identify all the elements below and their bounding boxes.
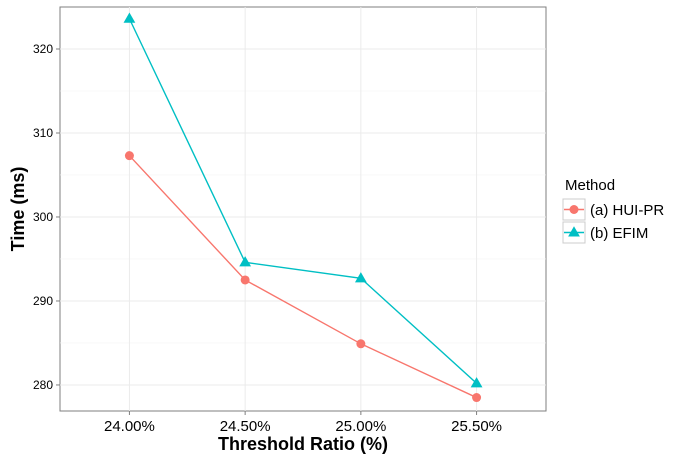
- y-tick-label: 320: [33, 42, 53, 56]
- y-tick-label: 310: [33, 126, 53, 140]
- x-tick-label: 24.00%: [104, 418, 155, 435]
- x-axis-ticks: 24.00% 24.50% 25.00% 25.50%: [104, 411, 502, 435]
- x-axis-title: Threshold Ratio (%): [218, 434, 388, 454]
- plot-panel: [59, 6, 547, 412]
- data-point: [354, 272, 367, 283]
- series-line: [128, 155, 477, 399]
- series-1: [124, 151, 482, 403]
- data-point: [356, 339, 366, 349]
- x-tick-label: 25.50%: [451, 418, 502, 435]
- x-tick-label: 24.50%: [220, 418, 271, 435]
- series-layer: [123, 12, 483, 403]
- data-point: [470, 377, 483, 388]
- data-point: [123, 12, 136, 23]
- y-axis-ticks: 280 290 300 310 320: [33, 42, 60, 392]
- legend-title: Method: [565, 177, 615, 194]
- x-tick-label: 25.00%: [335, 418, 386, 435]
- legend-item: (a) HUI-PR: [562, 198, 664, 221]
- legend-item: (b) EFIM: [562, 221, 648, 244]
- data-point: [124, 151, 134, 161]
- y-tick-label: 290: [33, 294, 53, 308]
- grid-lines: [60, 7, 546, 411]
- data-point: [239, 256, 252, 267]
- legend: Method (a) HUI-PR (b) EFIM: [562, 177, 664, 244]
- legend-label: (b) EFIM: [590, 225, 648, 242]
- legend-key-marker: [568, 226, 580, 237]
- series-2: [123, 12, 483, 388]
- series-line: [128, 18, 478, 384]
- data-point: [472, 393, 482, 403]
- y-axis-title: Time (ms): [8, 167, 28, 252]
- legend-label: (a) HUI-PR: [590, 202, 664, 219]
- legend-key-marker: [569, 205, 579, 214]
- y-tick-label: 280: [33, 378, 53, 392]
- data-point: [240, 275, 250, 285]
- y-tick-label: 300: [33, 210, 53, 224]
